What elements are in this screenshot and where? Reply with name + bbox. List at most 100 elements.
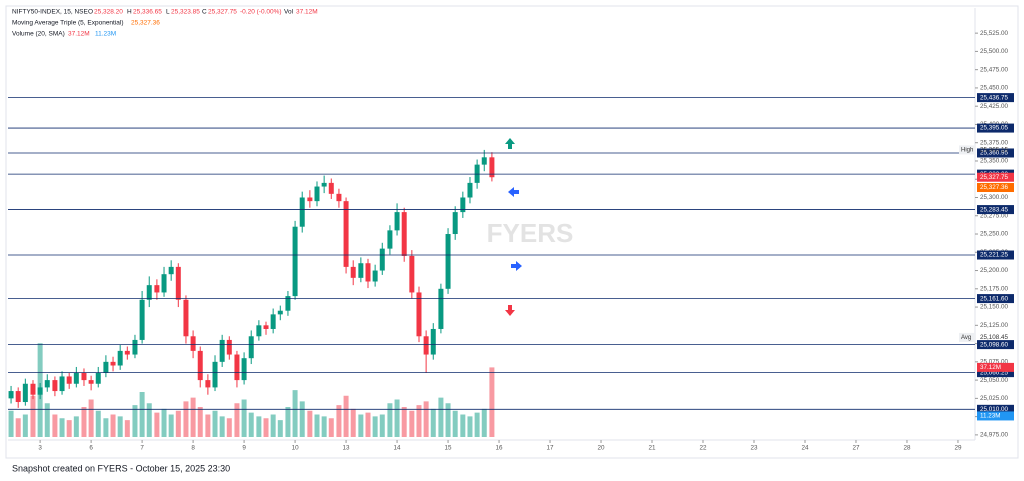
x-tick-label: 22 (699, 445, 707, 452)
volume-bar (401, 407, 407, 437)
y-tick-label: 25,125.00 (980, 322, 1009, 329)
volume-bar (110, 414, 116, 437)
candle-body (95, 372, 101, 384)
x-tick-label: 27 (852, 445, 860, 452)
candle-body (401, 212, 407, 256)
volume-bar (66, 420, 72, 437)
volume-bar (489, 367, 495, 437)
volume-bar (321, 416, 327, 437)
level-label: 25,395.05 (980, 125, 1009, 132)
volume-bar (8, 410, 14, 437)
candle-body (139, 299, 145, 340)
y-tick-label: 25,525.00 (980, 30, 1009, 37)
level-label: 25,436.75 (980, 94, 1009, 101)
candle-body (205, 380, 211, 388)
volume-bar (44, 403, 50, 437)
change: -0.20 (-0.00%) (240, 9, 282, 16)
volume-bar (183, 401, 189, 437)
ohlc-value: 25,327.75 (208, 9, 237, 16)
volume-bar (430, 408, 436, 437)
level-label-box (977, 123, 1014, 133)
volume-bar (132, 405, 138, 437)
y-tick-label: 25,025.00 (980, 395, 1009, 402)
x-tick-label: 16 (496, 445, 504, 452)
volume-bar (175, 410, 181, 437)
x-tick-label: 13 (343, 445, 351, 452)
volume-last-box (977, 362, 1014, 372)
vol-value: 37.12M (296, 9, 318, 16)
candle-body (81, 372, 87, 381)
candle-body (452, 212, 458, 235)
volume-bar (372, 416, 378, 437)
candle-body (365, 263, 371, 282)
volume-bar (343, 395, 349, 437)
candle-body (321, 182, 327, 187)
volume-bar (474, 412, 480, 437)
volume-sma-last-label: 11.23M (980, 413, 1001, 420)
candle-body (117, 350, 123, 366)
marker-key-box (959, 332, 975, 342)
candle-body (183, 299, 189, 337)
x-tick-label: 29 (954, 445, 962, 452)
symbol: NIFTY50-INDEX, 15, NSE (12, 9, 89, 16)
volume-bar (139, 392, 145, 437)
level-label-box (977, 93, 1014, 103)
volume-bar (52, 414, 58, 437)
volume-bar (481, 408, 487, 437)
level-label-box (977, 404, 1014, 414)
candle-body (285, 296, 291, 311)
ma-last-label: 25,327.36 (980, 184, 1009, 191)
level-label-box (977, 368, 1014, 378)
x-tick-label: 24 (801, 445, 809, 452)
candle-body (22, 383, 28, 403)
candle-body (103, 361, 109, 373)
y-tick-label: 25,500.00 (980, 48, 1009, 55)
volume-bar (15, 418, 21, 437)
volume-bar (365, 412, 371, 437)
volume-bar (409, 410, 415, 437)
candle-body (15, 391, 21, 403)
volume-value: 37.12M (68, 31, 90, 38)
left-arrow (508, 187, 519, 197)
candle-body (219, 339, 225, 362)
ma-last-box (977, 183, 1014, 193)
candle-body (197, 350, 203, 381)
y-tick-label: 25,175.00 (980, 285, 1009, 292)
level-label: 25,360.95 (980, 150, 1009, 157)
marker-key: Avg (961, 335, 971, 341)
candle-body (467, 182, 473, 198)
volume-bar (292, 390, 298, 437)
candle-body (379, 248, 385, 271)
candle-body (124, 350, 130, 355)
ohlc-key: O (88, 9, 93, 16)
candle-body (132, 339, 138, 355)
x-tick-label: 3 (38, 445, 42, 452)
marker-key: High (961, 147, 973, 153)
volume-bar (416, 405, 422, 437)
x-tick-label: 6 (89, 445, 93, 452)
y-tick-label: 25,275.00 (980, 212, 1009, 219)
volume-bar (467, 416, 473, 437)
x-tick-label: 7 (140, 445, 144, 452)
volume-bar (190, 397, 196, 437)
volume-bar (299, 401, 305, 437)
candle-body (241, 358, 247, 381)
volume-bar (197, 407, 203, 437)
x-tick-label: 21 (649, 445, 657, 452)
x-tick-label: 20 (598, 445, 606, 452)
candle-body (73, 372, 79, 384)
ohlc-value: 25,323.85 (171, 9, 200, 16)
volume-bar (277, 420, 283, 437)
candle-body (372, 270, 378, 282)
legend-header: NIFTY50-INDEX, 15, NSE O 25,328.20 H 25,… (12, 9, 318, 38)
level-label: 25,161.60 (980, 295, 1009, 302)
volume-bar (161, 408, 167, 437)
marker-value: 25,365.15 (980, 147, 1009, 154)
candle-body (307, 197, 313, 202)
candle-body (328, 182, 334, 194)
y-tick-label: 25,350.00 (980, 158, 1009, 165)
candle-body (226, 339, 232, 355)
volume-bar (314, 414, 320, 437)
